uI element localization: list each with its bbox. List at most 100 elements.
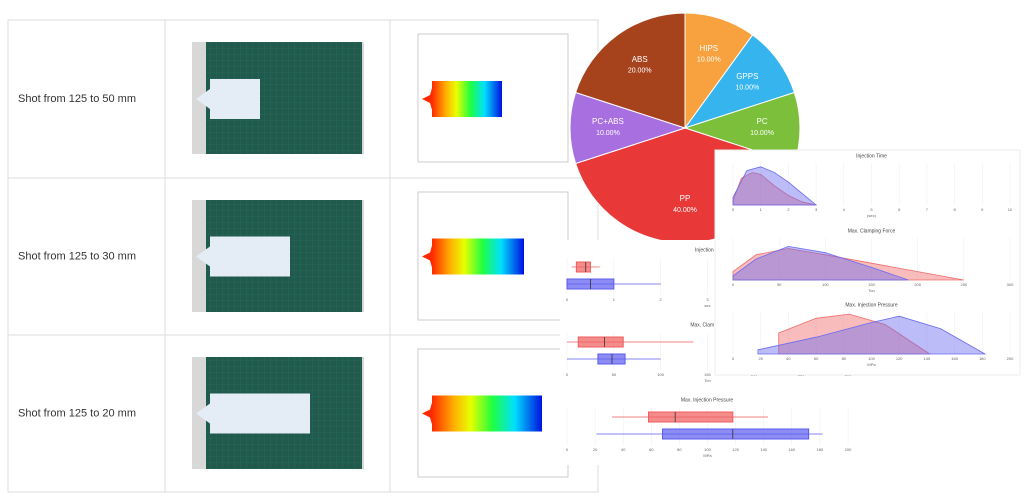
x-tick-label: 60 [649, 447, 654, 452]
slice-label: ABS [632, 55, 648, 64]
x-tick-label: 8 [953, 207, 956, 212]
density-panel: Injection Time 0 1 2 3 4 5 6 7 8 9 10 (sec) Max. Clam… [714, 149, 1021, 376]
chart-title: Max. Injection Pressure [681, 397, 733, 403]
row-label: Shot from 125 to 30 mm [18, 250, 136, 262]
x-tick-label: 100 [704, 447, 711, 452]
x-tick-label: 50 [777, 282, 782, 287]
x-tick-label: 1 [760, 207, 763, 212]
x-tick-label: 6 [898, 207, 901, 212]
x-axis-label: (sec) [867, 213, 877, 218]
x-tick-label: 0 [566, 297, 569, 302]
x-tick-label: 300 [1007, 282, 1014, 287]
x-tick-label: 140 [924, 356, 931, 361]
x-tick-label: 0 [732, 207, 735, 212]
pie-slice [684, 12, 754, 130]
x-tick-label: 40 [621, 447, 626, 452]
x-tick-label: 180 [979, 356, 986, 361]
slice-label: HIPS [699, 44, 718, 53]
x-tick-label: 9 [981, 207, 984, 212]
sim-part [432, 238, 524, 275]
x-axis-label: Ton [868, 288, 874, 293]
x-tick-label: 150 [704, 372, 711, 377]
x-tick-label: 150 [868, 282, 875, 287]
x-tick-label: 2 [787, 207, 790, 212]
x-tick-label: 160 [951, 356, 958, 361]
chart-title: Max. Injection Pressure [845, 302, 897, 308]
chart-title: Max. Clamping Force [848, 228, 896, 234]
x-tick-label: 5 [870, 207, 873, 212]
x-tick-label: 50 [612, 372, 617, 377]
x-tick-label: 180 [817, 447, 824, 452]
box [575, 261, 591, 273]
sim-nozzle [422, 81, 434, 117]
slice-label: PC+ABS [592, 117, 624, 126]
sim-nozzle [422, 238, 434, 275]
x-tick-label: 4 [843, 207, 846, 212]
x-tick-label: 20 [758, 356, 763, 361]
chart-title: Injection Ti [695, 247, 719, 253]
x-tick-label: 80 [842, 356, 847, 361]
slice-value: 10.00% [596, 130, 620, 137]
x-tick-label: 200 [845, 447, 852, 452]
x-axis-label: sec [704, 303, 710, 308]
sim-nozzle [422, 395, 434, 432]
slice-value: 10.00% [697, 57, 721, 64]
x-tick-label: 3 [815, 207, 818, 212]
sim-part [432, 81, 502, 117]
slice-value: 40.00% [673, 207, 697, 214]
x-tick-label: 20 [593, 447, 598, 452]
x-tick-label: 140 [760, 447, 767, 452]
sim-part [432, 395, 542, 432]
x-tick-label: 60 [814, 356, 819, 361]
slice-label: PP [680, 194, 691, 203]
x-tick-label: 120 [896, 356, 903, 361]
x-tick-label: 3 [706, 297, 709, 302]
box [647, 411, 734, 423]
slice-label: PC [756, 117, 767, 126]
x-tick-label: 10 [1008, 207, 1013, 212]
row-label: Shot from 125 to 20 mm [18, 407, 136, 419]
density-area [732, 166, 818, 206]
x-tick-label: 1 [613, 297, 616, 302]
x-axis-label: MPa [703, 453, 712, 458]
x-tick-label: 0 [732, 282, 735, 287]
table: Shot from 125 to 50 mm Shot from 125 to 3… [7, 19, 599, 493]
pie-slice [683, 34, 796, 129]
density-area [757, 315, 987, 355]
specimen [196, 393, 310, 434]
slice-value: 20.00% [628, 68, 652, 75]
x-tick-label: 100 [657, 372, 664, 377]
x-tick-label: 100 [822, 282, 829, 287]
x-tick-label: 7 [926, 207, 929, 212]
box [662, 428, 810, 440]
x-tick-label: 120 [732, 447, 739, 452]
pie-slice [574, 12, 686, 129]
x-tick-label: 200 [914, 282, 921, 287]
slice-value: 10.00% [750, 130, 774, 137]
pie-slice [569, 91, 687, 165]
slice-label: GPPS [736, 72, 758, 81]
box [577, 336, 624, 348]
chart-title: Injection Time [856, 153, 887, 159]
x-tick-label: 0 [566, 372, 569, 377]
x-axis-label: Ton [704, 378, 710, 383]
density-area [732, 245, 909, 281]
x-tick-label: 100 [868, 356, 875, 361]
x-tick-label: 0 [566, 447, 569, 452]
chart-title: Max. Clamping [690, 322, 724, 328]
slice-value: 10.00% [735, 85, 759, 92]
x-tick-label: 160 [788, 447, 795, 452]
x-axis-label: MPa [867, 362, 876, 367]
x-tick-label: 80 [677, 447, 682, 452]
box [597, 353, 626, 365]
x-tick-label: 0 [732, 356, 735, 361]
x-tick-label: 200 [1007, 356, 1014, 361]
x-tick-label: 250 [960, 282, 967, 287]
x-tick-label: 40 [786, 356, 791, 361]
row-label: Shot from 125 to 50 mm [18, 93, 136, 105]
specimen [196, 236, 290, 277]
specimen [196, 79, 260, 119]
x-tick-label: 2 [660, 297, 663, 302]
